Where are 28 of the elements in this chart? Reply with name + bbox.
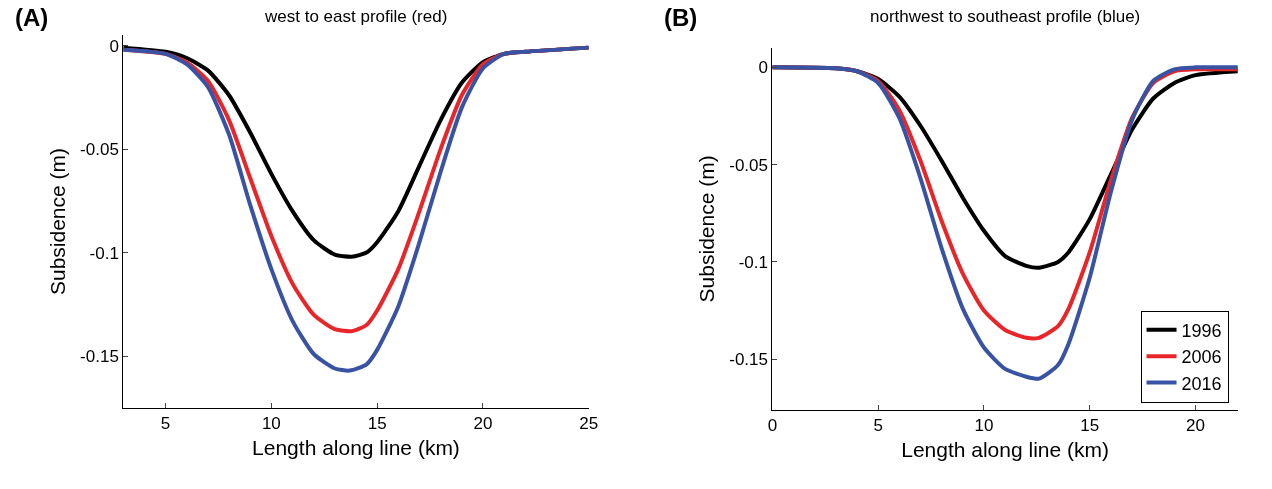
x-tick-label: 15: [1080, 416, 1100, 436]
legend-label: 2006: [1181, 347, 1222, 368]
x-axis-title: Length along line (km): [901, 438, 1110, 462]
x-tick-label: 10: [974, 416, 994, 436]
x-tick-label: 5: [873, 416, 883, 436]
x-axis-title: Length along line (km): [252, 436, 460, 460]
y-tick-label: -0.1: [89, 243, 119, 263]
legend-label: 1996: [1181, 320, 1222, 341]
y-tick-label: 0: [109, 36, 119, 56]
x-tick-label: 10: [261, 414, 281, 434]
chart-title: northwest to southeast profile (blue): [870, 7, 1141, 26]
chart-title: west to east profile (red): [264, 7, 448, 26]
x-tick-label: 20: [473, 414, 493, 434]
y-tick-label: -0.1: [738, 252, 768, 272]
y-tick-label: -0.15: [80, 347, 119, 367]
x-tick-label: 5: [160, 414, 171, 434]
legend-label: 2016: [1181, 373, 1222, 394]
x-tick-label: 25: [579, 414, 599, 434]
text: (B): [664, 4, 698, 31]
x-tick-label: 15: [367, 414, 387, 434]
y-tick-label: -0.05: [729, 155, 768, 175]
y-tick-label: 0: [758, 58, 768, 78]
x-tick-label: 20: [1186, 416, 1205, 436]
y-tick-label: -0.05: [80, 140, 119, 160]
y-axis-title: Subsidence (m): [46, 147, 70, 296]
y-axis-title: Subsidence (m): [695, 155, 719, 303]
text: (A): [15, 4, 49, 31]
y-tick-label: -0.15: [729, 350, 768, 370]
